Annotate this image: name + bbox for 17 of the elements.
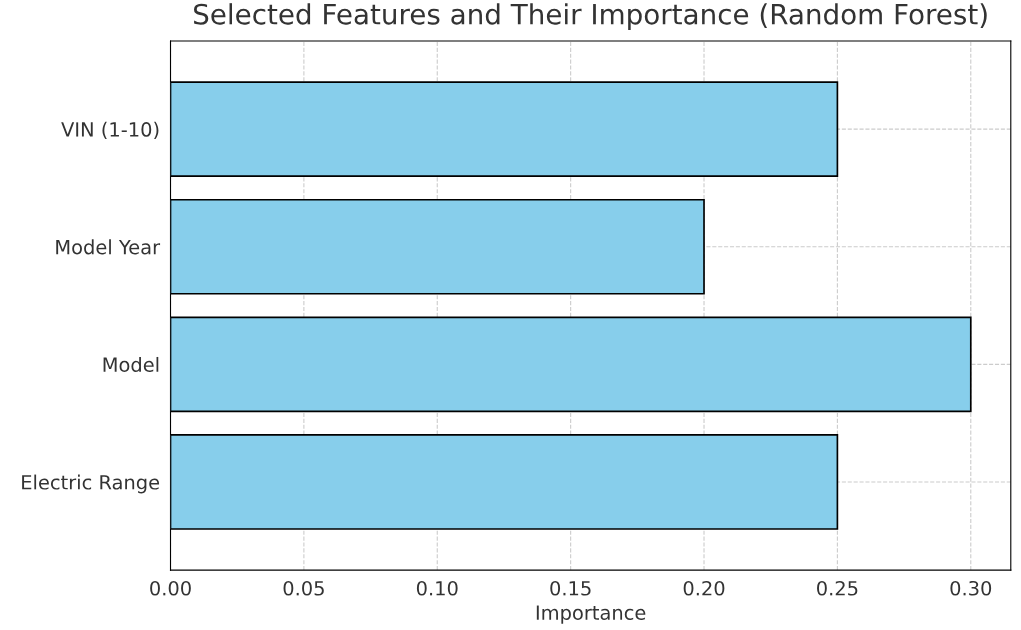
x-tick-label: 0.15 (550, 580, 591, 596)
x-tick-label: 0.10 (416, 580, 458, 596)
x-tick-label: 0.20 (683, 580, 725, 596)
y-tick-label: Model Year (56, 239, 161, 255)
x-tick-label: 0.25 (817, 580, 858, 596)
x-tick-label: 0.30 (950, 580, 992, 596)
chart-title: Selected Features and Their Importance (Random Forest) (194, 3, 987, 31)
x-tick-label: 0.00 (150, 580, 191, 596)
x-axis-title: Importance (536, 605, 646, 624)
y-tick-label: Model (103, 356, 159, 373)
y-tick-label: VIN (1-10) (61, 121, 159, 140)
bar (170, 198, 705, 295)
bar (170, 434, 839, 530)
y-tick-label: Electric Range (22, 474, 160, 494)
x-tick-label: 0.05 (283, 580, 324, 596)
bar (170, 316, 972, 413)
bar (170, 81, 839, 178)
